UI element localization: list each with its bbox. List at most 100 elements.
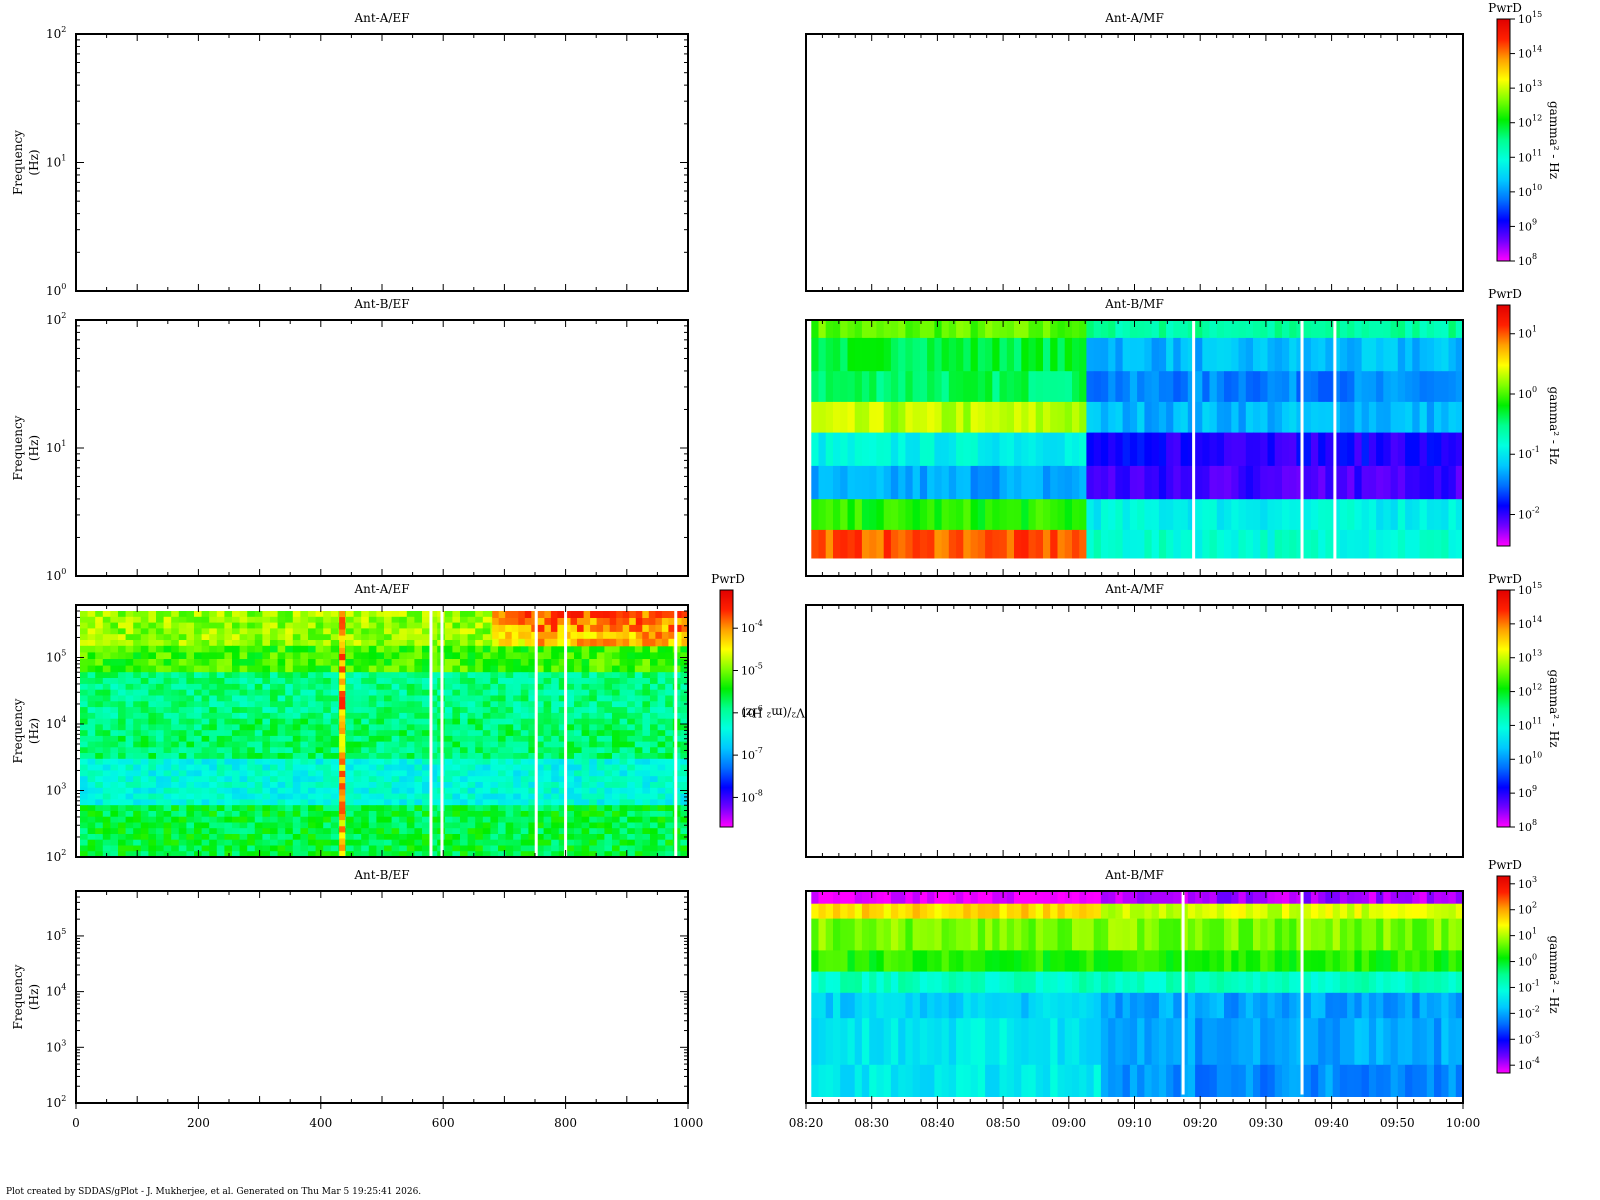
heatmap-cell <box>574 701 583 708</box>
heatmap-cell <box>102 659 111 667</box>
heatmap-cell <box>498 758 507 766</box>
heatmap-cell <box>1419 529 1428 559</box>
heatmap-cell <box>992 432 1001 467</box>
heatmap-cell <box>612 741 621 748</box>
heatmap-cell <box>1238 337 1247 372</box>
heatmap-cell <box>1050 320 1058 339</box>
heatmap-cell <box>1310 465 1319 500</box>
heatmap-cell <box>619 787 628 795</box>
heatmap-cell <box>118 616 127 624</box>
heatmap-cell <box>133 622 142 629</box>
heatmap-cell <box>148 678 157 685</box>
colorbar-scale <box>1496 18 1511 262</box>
heatmap-cell <box>1043 529 1051 559</box>
heatmap-cell <box>818 891 827 905</box>
heatmap-cell <box>224 634 233 641</box>
heatmap-cell <box>95 611 104 618</box>
heatmap-cell <box>460 764 469 771</box>
heatmap-cell <box>505 782 514 789</box>
heatmap-cell <box>285 799 294 806</box>
heatmap-cell <box>460 741 469 748</box>
heatmap-cell <box>194 822 203 829</box>
heatmap-cell <box>118 672 127 679</box>
heatmap-cell <box>87 689 96 696</box>
heatmap-cell <box>315 845 324 852</box>
heatmap-cell <box>634 787 643 795</box>
heatmap-cell <box>262 839 271 846</box>
heatmap-cell <box>467 689 476 696</box>
heatmap-cell <box>368 611 377 618</box>
heatmap-cell <box>544 624 552 633</box>
heatmap-cell <box>596 631 604 640</box>
heatmap-cell <box>232 695 241 702</box>
heatmap-cell <box>376 753 385 760</box>
heatmap-cell <box>1253 401 1261 433</box>
heatmap-cell <box>811 371 820 403</box>
heatmap-cell <box>285 640 294 647</box>
heatmap-cell <box>847 371 856 403</box>
heatmap-cell <box>558 782 567 789</box>
heatmap-cell <box>840 529 848 559</box>
heatmap-cell <box>224 799 233 806</box>
heatmap-cell <box>87 776 96 783</box>
heatmap-cell <box>566 645 575 653</box>
heatmap-cell <box>1434 337 1442 372</box>
heatmap-cell <box>346 678 355 685</box>
heatmap-cell <box>194 652 203 660</box>
heatmap-cell <box>87 782 96 789</box>
heatmap-cell <box>674 624 682 633</box>
heatmap-cell <box>590 638 598 647</box>
heatmap-cell <box>323 622 332 629</box>
heatmap-cell <box>634 839 643 846</box>
heatmap-cell <box>201 616 210 624</box>
heatmap-cell <box>883 337 892 372</box>
heatmap-cell <box>156 811 165 818</box>
heatmap-cell <box>1434 432 1442 467</box>
heatmap-cell <box>536 665 545 673</box>
heatmap-cell <box>376 712 385 720</box>
heatmap-cell <box>665 659 674 667</box>
heatmap-cell <box>650 845 659 852</box>
heatmap-cell <box>498 624 506 633</box>
heatmap-cell <box>444 753 453 760</box>
heatmap-cell <box>1028 320 1037 339</box>
heatmap-cell <box>1412 337 1421 372</box>
heatmap-cell <box>665 707 674 714</box>
heatmap-cell <box>551 735 560 743</box>
heatmap-cell <box>186 805 195 812</box>
heatmap-cell <box>934 401 943 433</box>
heatmap-cell <box>482 741 491 748</box>
heatmap-cell <box>429 616 438 624</box>
heatmap-cell <box>970 432 979 467</box>
heatmap-cell <box>339 635 346 643</box>
heatmap-cell <box>209 718 218 725</box>
heatmap-cell <box>566 665 575 673</box>
heatmap-cell <box>87 811 96 818</box>
heatmap-cell <box>262 611 271 618</box>
heatmap-cell <box>574 689 583 696</box>
heatmap-cell <box>616 618 624 626</box>
heatmap-cell <box>209 816 218 823</box>
heatmap-cell <box>581 828 590 835</box>
heatmap-cell <box>657 782 666 789</box>
heatmap-cell <box>140 787 149 795</box>
heatmap-cell <box>619 811 628 818</box>
heatmap-cell <box>528 747 537 754</box>
heatmap-cell <box>148 665 157 673</box>
heatmap-cell <box>460 695 469 702</box>
heatmap-cell <box>1347 529 1355 559</box>
heatmap-cell <box>353 611 362 618</box>
heatmap-cell <box>1245 320 1254 339</box>
heatmap-cell <box>1339 320 1348 339</box>
heatmap-cell <box>361 851 370 858</box>
heatmap-cell <box>524 638 532 647</box>
heatmap-cell <box>1376 499 1384 531</box>
heatmap-cell <box>224 741 233 748</box>
heatmap-cell <box>171 735 180 743</box>
heatmap-cell <box>627 659 636 667</box>
heatmap-cell <box>985 337 993 372</box>
heatmap-cell <box>520 851 529 858</box>
heatmap-cell <box>634 811 643 818</box>
heatmap-cell <box>861 337 870 372</box>
heatmap-cell <box>339 678 346 686</box>
